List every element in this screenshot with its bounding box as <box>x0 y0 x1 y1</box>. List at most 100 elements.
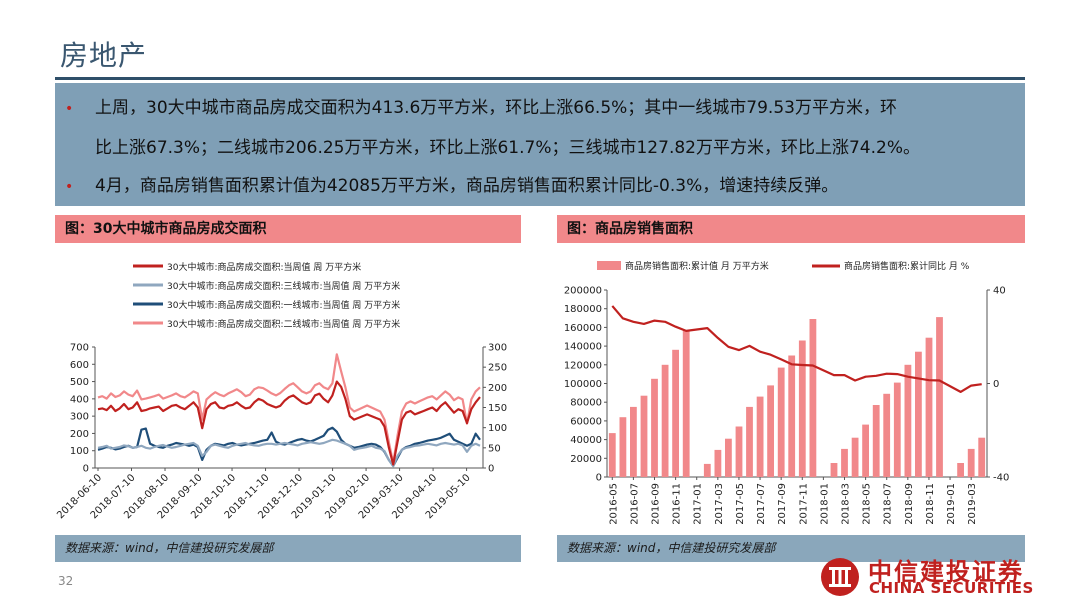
left-tick-label: 100000 <box>564 379 602 390</box>
bar <box>936 317 943 477</box>
bar <box>978 437 986 477</box>
bar <box>872 405 880 477</box>
left-tick-label: 400 <box>70 394 89 405</box>
x-tick-label: 2016-05 <box>608 483 619 525</box>
bar <box>788 355 796 477</box>
x-tick-label: 2017-11 <box>798 483 809 525</box>
title-divider <box>55 77 1025 80</box>
bar <box>703 463 711 477</box>
x-tick-label: 2018-01 <box>819 483 830 525</box>
left-tick-label: 700 <box>70 343 89 354</box>
chart-30-cities-transaction-area: 30大中城市:商品房成交面积:当周值 周 万平方米 30大中城市:商品房成交面积:… <box>55 261 507 521</box>
series-line <box>97 438 481 468</box>
bar <box>746 406 753 477</box>
bar <box>661 364 669 477</box>
legend-label: 30大中城市:商品房成交面积:二线城市:当周值 周 万平方米 <box>167 318 400 330</box>
x-tick-label: 2016-09 <box>651 483 662 525</box>
legend-label: 商品房销售面积:累计值 月 万平方米 <box>625 260 769 272</box>
bar <box>725 438 732 477</box>
left-tick-label: 100 <box>70 446 89 457</box>
x-tick-label: 2019-01 <box>946 483 957 525</box>
left-tick-label: 40000 <box>570 435 602 446</box>
left-tick-label: 120000 <box>564 360 602 371</box>
legend-label: 商品房销售面积:累计同比 月 % <box>844 260 970 272</box>
x-tick-label: 2017-03 <box>714 483 725 525</box>
x-tick-label: 2016-11 <box>672 483 683 525</box>
x-tick-label: 2017-09 <box>777 483 788 525</box>
right-tick-label: 150 <box>488 403 507 414</box>
bar <box>967 448 975 477</box>
left-tick-label: 500 <box>70 377 89 388</box>
bar <box>809 319 817 477</box>
left-tick-label: 60000 <box>570 416 602 427</box>
right-tick-label: 0 <box>993 379 999 390</box>
bar <box>735 426 743 477</box>
bar <box>672 349 679 477</box>
bullet-1-line-1: 上周，30大中城市商品房成交面积为413.6万平方米，环比上涨66.5%；其中一… <box>95 98 897 118</box>
legend-label: 30大中城市:商品房成交面积:三线城市:当周值 周 万平方米 <box>167 280 400 292</box>
bullet-marker: • <box>65 179 74 195</box>
x-tick-label: 2019-03 <box>967 483 978 525</box>
left-tick-label: 0 <box>596 473 602 484</box>
chart-2-header: 图：商品房销售面积 <box>557 215 1025 243</box>
left-tick-label: 300 <box>70 412 89 423</box>
right-tick-label: -40 <box>993 473 1009 484</box>
summary-box: • 上周，30大中城市商品房成交面积为413.6万平方米，环比上涨66.5%；其中… <box>55 83 1025 206</box>
bar <box>640 395 648 477</box>
x-tick-label: 2018-09 <box>904 483 915 525</box>
bar <box>767 385 774 477</box>
bar <box>682 330 690 477</box>
bar <box>651 378 658 477</box>
x-tick-label: 2018-03 <box>841 483 852 525</box>
left-tick-label: 80000 <box>570 398 602 409</box>
bar <box>957 463 964 477</box>
x-tick-label: 2017-05 <box>735 483 746 525</box>
bar <box>630 406 637 477</box>
x-tick-label: 2018-07 <box>883 483 894 525</box>
left-tick-label: 20000 <box>570 454 602 465</box>
bar <box>893 382 901 477</box>
bar <box>851 437 859 477</box>
left-tick-label: 200000 <box>564 286 602 297</box>
right-tick-label: 50 <box>488 443 501 454</box>
company-logo-icon <box>821 558 859 596</box>
bullet-1: • 上周，30大中城市商品房成交面积为413.6万平方米，环比上涨66.5%；其中… <box>65 95 1015 122</box>
bar <box>915 351 922 477</box>
bullet-1-line-2: 比上涨67.3%；二线城市206.25万平方米，环比上涨61.7%；三线城市12… <box>95 138 920 158</box>
x-tick-label: 2016-07 <box>629 483 640 525</box>
legend-label: 30大中城市:商品房成交面积:一线城市:当周值 周 万平方米 <box>167 299 400 311</box>
bar <box>777 367 785 477</box>
x-tick-label: 2017-07 <box>756 483 767 525</box>
bullet-2: • 4月，商品房销售面积累计值为42085万平方米，商品房销售面积累计同比-0.3… <box>65 173 838 200</box>
left-tick-label: 0 <box>83 464 89 475</box>
bar <box>883 393 891 477</box>
left-tick-label: 180000 <box>564 304 602 315</box>
bullet-2-text: 4月，商品房销售面积累计值为42085万平方米，商品房销售面积累计同比-0.3%… <box>95 176 839 196</box>
left-tick-label: 140000 <box>564 342 602 353</box>
right-tick-label: 200 <box>488 383 507 394</box>
chart-1-header: 图：30大中城市商品房成交面积 <box>55 215 521 243</box>
right-tick-label: 300 <box>488 343 507 354</box>
legend-swatch <box>597 261 621 270</box>
bar <box>619 417 627 477</box>
right-tick-label: 0 <box>488 464 494 475</box>
x-tick-label: 2017-01 <box>693 483 704 525</box>
bullet-marker: • <box>65 101 74 117</box>
series-line <box>611 305 982 393</box>
bar <box>798 340 806 477</box>
series-line <box>97 353 481 465</box>
bar <box>862 424 869 477</box>
chart-commodity-housing-sales-area: 商品房销售面积:累计值 月 万平方米 商品房销售面积:累计同比 月 % 0 20000… <box>564 260 1010 525</box>
bar <box>756 396 764 477</box>
legend-label: 30大中城市:商品房成交面积:当周值 周 万平方米 <box>167 261 361 273</box>
bar <box>841 448 848 477</box>
page-number: 32 <box>58 574 74 588</box>
left-tick-label: 600 <box>70 360 89 371</box>
bar <box>830 463 838 477</box>
chart-1-source: 数据来源：wind，中信建投研究发展部 <box>55 535 521 562</box>
page-title: 房地产 <box>60 39 148 72</box>
x-tick-label: 2018-05 <box>862 483 873 525</box>
bar <box>608 433 616 477</box>
x-tick-label: 2018-11 <box>925 483 936 525</box>
company-name-cn: 中信建投证券 <box>868 558 1024 586</box>
